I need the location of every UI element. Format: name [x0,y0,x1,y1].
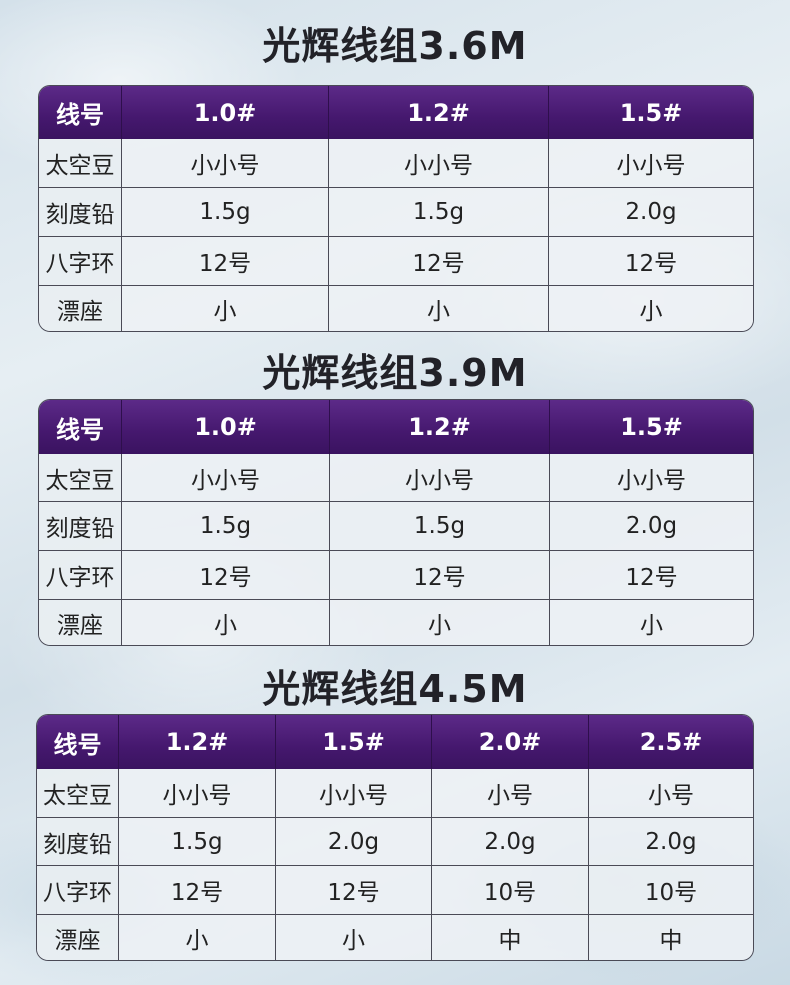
header-cell: 1.2# [330,400,550,454]
table-cell: 小号 [589,769,753,818]
table-cell: 12号 [549,237,753,286]
table-cell: 小小号 [330,454,550,502]
table-row: 刻度铅 1.5g 1.5g 2.0g [39,502,753,551]
table-cell: 1.5g [122,188,329,237]
header-cell: 线号 [39,86,122,139]
row-label: 太空豆 [37,769,119,818]
header-cell: 1.5# [276,715,432,769]
header-cell: 1.5# [549,86,753,139]
header-cell: 1.0# [122,86,329,139]
table-cell: 小号 [432,769,589,818]
table-row: 八字环 12号 12号 10号 10号 [37,866,753,915]
row-label: 刻度铅 [37,818,119,866]
table-row: 八字环 12号 12号 12号 [39,237,753,286]
table-row: 刻度铅 1.5g 2.0g 2.0g 2.0g [37,818,753,866]
table-cell: 小小号 [276,769,432,818]
table-cell: 2.0g [549,188,753,237]
header-cell: 2.0# [432,715,589,769]
spec-table-3-6m: 线号 1.0# 1.2# 1.5# 太空豆 小小号 小小号 小小号 刻度铅 1.… [38,85,754,332]
header-cell: 线号 [37,715,119,769]
table-cell: 小小号 [549,139,753,188]
section-title-3-6m: 光辉线组3.6M [262,24,528,68]
row-label: 太空豆 [39,454,122,502]
table-cell: 10号 [432,866,589,915]
header-cell: 2.5# [589,715,753,769]
table-cell: 12号 [329,237,549,286]
table-row: 太空豆 小小号 小小号 小小号 [39,139,753,188]
table-cell: 12号 [122,237,329,286]
table-cell: 2.0g [550,502,753,551]
spec-table-3-9m: 线号 1.0# 1.2# 1.5# 太空豆 小小号 小小号 小小号 刻度铅 1.… [38,399,754,646]
table-cell: 中 [589,915,753,960]
table-header-row: 线号 1.0# 1.2# 1.5# [39,86,753,139]
table-cell: 小小号 [119,769,276,818]
table-cell: 小 [276,915,432,960]
row-label: 八字环 [37,866,119,915]
table-row: 漂座 小 小 小 [39,286,753,331]
table-cell: 小 [122,600,330,645]
table-cell: 10号 [589,866,753,915]
header-cell: 1.2# [119,715,276,769]
table-cell: 小 [549,286,753,331]
row-label: 刻度铅 [39,188,122,237]
row-label: 漂座 [37,915,119,960]
table-cell: 2.0g [276,818,432,866]
table-row: 太空豆 小小号 小小号 小小号 [39,454,753,502]
table-header-row: 线号 1.0# 1.2# 1.5# [39,400,753,454]
table-cell: 小小号 [550,454,753,502]
table-row: 太空豆 小小号 小小号 小号 小号 [37,769,753,818]
table-cell: 12号 [550,551,753,600]
table-cell: 2.0g [589,818,753,866]
table-header-row: 线号 1.2# 1.5# 2.0# 2.5# [37,715,753,769]
header-cell: 1.0# [122,400,330,454]
header-cell: 1.2# [329,86,549,139]
table-cell: 1.5g [122,502,330,551]
table-cell: 1.5g [330,502,550,551]
table-cell: 12号 [330,551,550,600]
table-cell: 1.5g [329,188,549,237]
table-cell: 小 [329,286,549,331]
table-cell: 12号 [119,866,276,915]
table-cell: 小 [550,600,753,645]
table-cell: 小 [122,286,329,331]
table-cell: 1.5g [119,818,276,866]
spec-table-4-5m: 线号 1.2# 1.5# 2.0# 2.5# 太空豆 小小号 小小号 小号 小号… [36,714,754,961]
row-label: 八字环 [39,237,122,286]
table-row: 漂座 小 小 中 中 [37,915,753,960]
row-label: 漂座 [39,600,122,645]
section-title-3-9m: 光辉线组3.9M [262,351,528,395]
row-label: 太空豆 [39,139,122,188]
section-title-4-5m: 光辉线组4.5M [262,667,528,711]
table-row: 刻度铅 1.5g 1.5g 2.0g [39,188,753,237]
table-cell: 小小号 [329,139,549,188]
table-row: 八字环 12号 12号 12号 [39,551,753,600]
table-cell: 中 [432,915,589,960]
table-cell: 小 [119,915,276,960]
header-cell: 线号 [39,400,122,454]
table-cell: 小小号 [122,454,330,502]
table-cell: 2.0g [432,818,589,866]
header-cell: 1.5# [550,400,753,454]
row-label: 刻度铅 [39,502,122,551]
table-cell: 小小号 [122,139,329,188]
table-cell: 12号 [122,551,330,600]
row-label: 八字环 [39,551,122,600]
table-row: 漂座 小 小 小 [39,600,753,645]
row-label: 漂座 [39,286,122,331]
table-cell: 12号 [276,866,432,915]
table-cell: 小 [330,600,550,645]
